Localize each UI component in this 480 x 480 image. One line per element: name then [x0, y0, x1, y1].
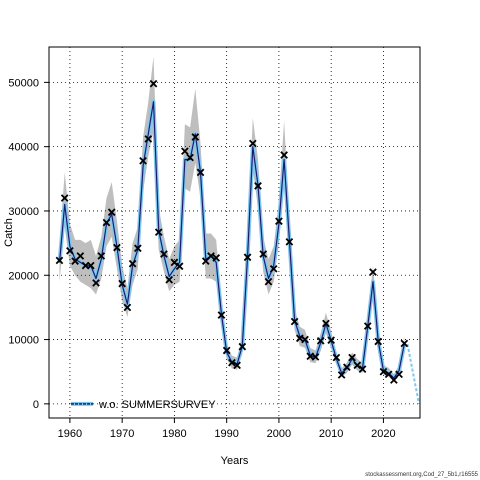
observed-point-1962 — [76, 252, 85, 260]
observed-point-2001 — [280, 151, 288, 159]
observed-point-1973 — [133, 244, 142, 253]
observed-point-1967 — [102, 218, 111, 227]
observed-point-1959 — [60, 194, 69, 202]
fit-line-tail — [406, 343, 420, 405]
observed-point-1971 — [123, 303, 132, 312]
observed-point-2012 — [337, 371, 346, 379]
observed-point-1981 — [175, 262, 184, 271]
observed-point-1974 — [139, 156, 147, 165]
observed-point-1979 — [165, 275, 174, 284]
observed-point-1997 — [259, 250, 268, 258]
x-tick-label-1990: 1990 — [214, 428, 238, 440]
observed-point-1966 — [97, 252, 106, 260]
x-tick-label-1960: 1960 — [58, 428, 82, 440]
observed-point-2018 — [369, 268, 377, 276]
y-tick-label-0: 0 — [33, 399, 39, 411]
y-tick-label-30000: 30000 — [8, 206, 39, 218]
y-tick-label-10000: 10000 — [8, 335, 39, 347]
observed-point-2020 — [379, 367, 388, 376]
y-tick-label-50000: 50000 — [8, 77, 39, 89]
observed-point-1975 — [144, 135, 153, 143]
observed-point-1968 — [107, 208, 116, 217]
y-tick-label-40000: 40000 — [8, 142, 39, 154]
fit-line-path — [58, 101, 405, 379]
observed-point-1995 — [248, 139, 257, 148]
observed-point-1965 — [92, 279, 100, 287]
observed-point-1988 — [212, 254, 221, 262]
y-axis: 0 10000 20000 30000 40000 50000 — [8, 77, 49, 411]
observed-point-1958 — [55, 256, 64, 265]
observed-point-2014 — [348, 353, 356, 362]
observed-point-1999 — [269, 264, 278, 273]
y-axis-title: Catch — [3, 218, 15, 247]
observed-point-2004 — [295, 334, 304, 343]
observed-point-2007 — [311, 353, 320, 361]
observed-point-1990 — [222, 346, 231, 355]
legend: w.o. SUMMERSURVEY — [71, 399, 216, 411]
observed-point-1960 — [66, 246, 74, 255]
observed-point-1980 — [170, 258, 179, 267]
observed-point-2008 — [316, 337, 325, 345]
observed-point-1969 — [113, 243, 121, 252]
observed-point-1977 — [154, 228, 163, 237]
observed-point-1987 — [207, 252, 215, 260]
observed-point-1982 — [181, 147, 189, 155]
observed-point-2005 — [301, 335, 309, 344]
x-tick-label-1970: 1970 — [110, 428, 134, 440]
observed-point-2000 — [275, 217, 283, 226]
observed-point-2017 — [363, 322, 372, 330]
observed-point-1970 — [118, 279, 126, 288]
legend-label: w.o. SUMMERSURVEY — [98, 399, 216, 411]
plot-frame — [48, 46, 421, 419]
fit-line-halo — [57, 99, 407, 381]
observed-point-1996 — [254, 182, 262, 190]
observed-point-1993 — [238, 342, 247, 351]
observed-point-1972 — [128, 259, 137, 268]
observed-point-2015 — [353, 361, 362, 370]
observed-point-1998 — [264, 277, 273, 286]
observed-point-1984 — [191, 133, 200, 141]
observed-point-1994 — [243, 253, 252, 262]
observed-point-2022 — [390, 376, 398, 384]
observed-point-2023 — [395, 370, 403, 379]
observed-point-1989 — [217, 311, 226, 319]
observed-point-2019 — [374, 337, 383, 346]
observed-point-2009 — [322, 319, 330, 328]
observed-point-2016 — [358, 365, 367, 373]
x-axis-title: Years — [221, 455, 249, 467]
observed-point-2002 — [285, 237, 294, 246]
observed-point-2021 — [384, 370, 393, 379]
x-tick-label-2000: 2000 — [267, 428, 291, 440]
observed-point-2010 — [327, 336, 336, 345]
y-tick-label-20000: 20000 — [8, 270, 39, 282]
observed-point-1978 — [160, 250, 168, 258]
observed-point-1983 — [186, 153, 194, 162]
observed-point-2013 — [343, 363, 351, 372]
source-credit: stockassessment.org,Cod_27_5b1,r16555 — [365, 472, 478, 478]
observed-points — [55, 79, 409, 384]
observed-point-2011 — [332, 353, 341, 362]
x-tick-label-1980: 1980 — [162, 428, 186, 440]
observed-point-1976 — [149, 79, 158, 88]
observed-point-2024 — [400, 339, 409, 348]
observed-point-1991 — [228, 358, 236, 367]
observed-point-1992 — [233, 361, 241, 370]
x-axis: 1960 1970 1980 1990 2000 2010 2020 — [58, 418, 396, 440]
observed-point-2003 — [290, 317, 299, 326]
x-tick-label-2010: 2010 — [319, 428, 343, 440]
observed-point-1985 — [196, 168, 205, 177]
x-tick-label-2020: 2020 — [371, 428, 395, 440]
observed-point-1964 — [86, 261, 95, 270]
